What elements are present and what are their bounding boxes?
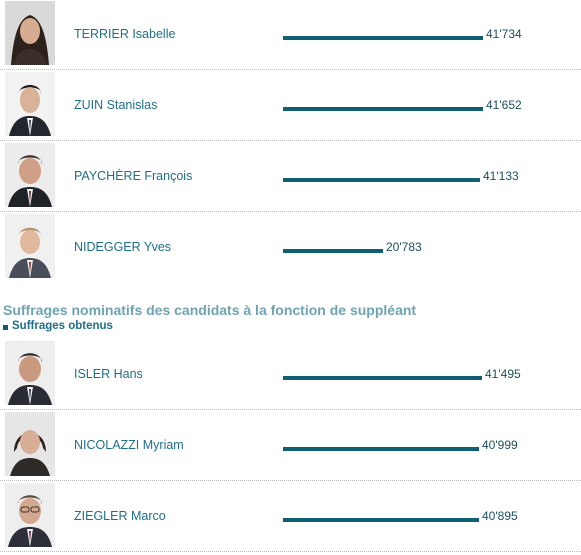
candidate-name: TERRIER Isabelle — [74, 27, 176, 41]
result-bar — [283, 178, 480, 182]
candidate-photo — [5, 412, 55, 476]
candidate-row: NIDEGGER Yves 20'783 — [0, 213, 581, 283]
candidate-row: TERRIER Isabelle 41'734 — [0, 0, 581, 70]
vote-count-label: 40'999 — [482, 438, 518, 452]
candidate-name: ZIEGLER Marco — [74, 509, 166, 523]
candidate-name: PAYCHÈRE François — [74, 169, 193, 183]
vote-count-label: 20'783 — [386, 240, 422, 254]
row-divider — [0, 551, 581, 552]
candidate-name: NIDEGGER Yves — [74, 240, 172, 254]
candidate-row: NICOLAZZI Myriam 40'999 — [0, 411, 581, 481]
row-divider — [0, 211, 581, 212]
candidate-row: ZIEGLER Marco 40'895 — [0, 482, 581, 552]
section-title: Suffrages nominatifs des candidats à la … — [3, 302, 417, 318]
candidate-photo — [5, 214, 55, 278]
vote-count-label: 41'734 — [486, 27, 522, 41]
candidate-photo — [5, 143, 55, 207]
vote-count-label: 41'652 — [486, 98, 522, 112]
result-bar — [283, 36, 483, 40]
result-bar — [283, 249, 383, 253]
candidate-photo — [5, 1, 55, 65]
vote-count-label: 40'895 — [482, 509, 518, 523]
result-bar — [283, 447, 479, 451]
row-divider — [0, 409, 581, 410]
candidate-photo — [5, 72, 55, 136]
legend: Suffrages obtenus — [3, 320, 113, 332]
candidate-photo — [5, 341, 55, 405]
legend-swatch — [3, 325, 8, 330]
candidate-photo — [5, 483, 55, 547]
row-divider — [0, 69, 581, 70]
candidate-row: ISLER Hans 41'495 — [0, 340, 581, 410]
result-bar — [283, 518, 479, 522]
vote-count-label: 41'133 — [483, 169, 519, 183]
result-bar — [283, 107, 483, 111]
candidate-row: ZUIN Stanislas 41'652 — [0, 71, 581, 141]
candidate-name: ISLER Hans — [74, 367, 143, 381]
candidate-name: ZUIN Stanislas — [74, 98, 158, 112]
candidate-row: PAYCHÈRE François 41'133 — [0, 142, 581, 212]
row-divider — [0, 140, 581, 141]
result-bar — [283, 376, 482, 380]
row-divider — [0, 480, 581, 481]
candidate-name: NICOLAZZI Myriam — [74, 438, 184, 452]
vote-count-label: 41'495 — [485, 367, 521, 381]
legend-label: Suffrages obtenus — [12, 320, 113, 332]
